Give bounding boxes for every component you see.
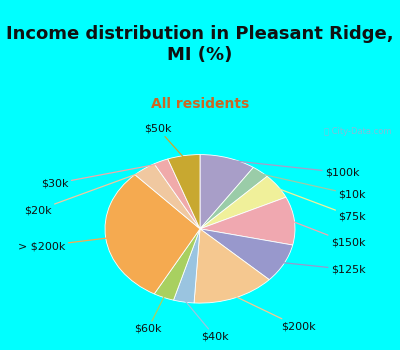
Wedge shape — [200, 167, 267, 229]
Text: Income distribution in Pleasant Ridge,
MI (%): Income distribution in Pleasant Ridge, M… — [6, 26, 394, 64]
Text: $40k: $40k — [184, 300, 229, 342]
Wedge shape — [200, 176, 286, 229]
Text: $125k: $125k — [281, 262, 365, 274]
Text: $150k: $150k — [292, 221, 365, 248]
Text: All residents: All residents — [151, 97, 249, 111]
Wedge shape — [200, 155, 253, 229]
Text: > $200k: > $200k — [18, 238, 109, 251]
Text: $20k: $20k — [24, 171, 146, 215]
Text: $100k: $100k — [227, 160, 359, 177]
Text: ⓘ City-Data.com: ⓘ City-Data.com — [324, 127, 392, 136]
Text: $10k: $10k — [259, 174, 366, 199]
Wedge shape — [105, 175, 200, 294]
Text: $60k: $60k — [134, 295, 165, 334]
Wedge shape — [154, 229, 200, 300]
Wedge shape — [174, 229, 200, 303]
Text: $75k: $75k — [275, 188, 366, 221]
Wedge shape — [200, 197, 295, 245]
Wedge shape — [194, 229, 269, 303]
Wedge shape — [168, 155, 200, 229]
Wedge shape — [135, 164, 200, 229]
Text: $200k: $200k — [234, 296, 315, 331]
Wedge shape — [154, 159, 200, 229]
Text: $50k: $50k — [144, 124, 184, 158]
Wedge shape — [200, 229, 293, 280]
Text: $30k: $30k — [41, 163, 162, 189]
